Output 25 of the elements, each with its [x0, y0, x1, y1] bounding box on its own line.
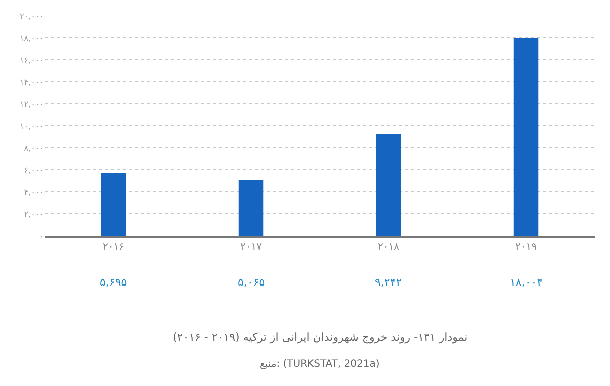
bar: [376, 134, 402, 236]
bar: [238, 180, 264, 236]
y-tick-label: ۱۴,۰۰۰: [20, 78, 44, 87]
y-tick-label: ۰: [40, 232, 44, 241]
y-tick-label: ۲,۰۰۰: [24, 210, 44, 219]
y-tick-label: ۶,۰۰۰: [24, 166, 44, 175]
data-label: ۵,۶۹۵: [100, 276, 128, 289]
y-tick-label: ۸,۰۰۰: [24, 144, 44, 153]
text: منبع: (TURKSTAT, 2021a): [260, 359, 380, 370]
x-tick-label: ۲۰۱۸: [378, 242, 400, 253]
x-tick-label: ۲۰۱۷: [240, 242, 263, 253]
text: نمودار ۱۳۱- روند خروج شهروندان ایرانی از ترکیه (۲۰۱۹ - ۲۰۱۶): [173, 331, 468, 344]
data-label: ۹,۲۴۲: [375, 276, 402, 289]
x-tick-label: ۲۰۱۶: [103, 242, 124, 253]
bar: [514, 38, 539, 236]
y-tick-label: ۲۰,۰۰۰: [20, 12, 44, 21]
y-tick-label: ۱۶,۰۰۰: [20, 56, 44, 65]
bar: [101, 173, 126, 236]
data-label: ۱۸,۰۰۴: [510, 276, 544, 289]
y-tick-label: ۴,۰۰۰: [24, 188, 44, 197]
y-tick-label: ۱۰,۰۰۰: [20, 122, 44, 131]
x-tick-label: ۲۰۱۹: [516, 242, 537, 253]
data-label: ۵,۰۶۵: [238, 276, 266, 289]
y-tick-label: ۱۸,۰۰۰: [20, 34, 44, 43]
y-tick-label: ۱۲,۰۰۰: [20, 100, 44, 109]
